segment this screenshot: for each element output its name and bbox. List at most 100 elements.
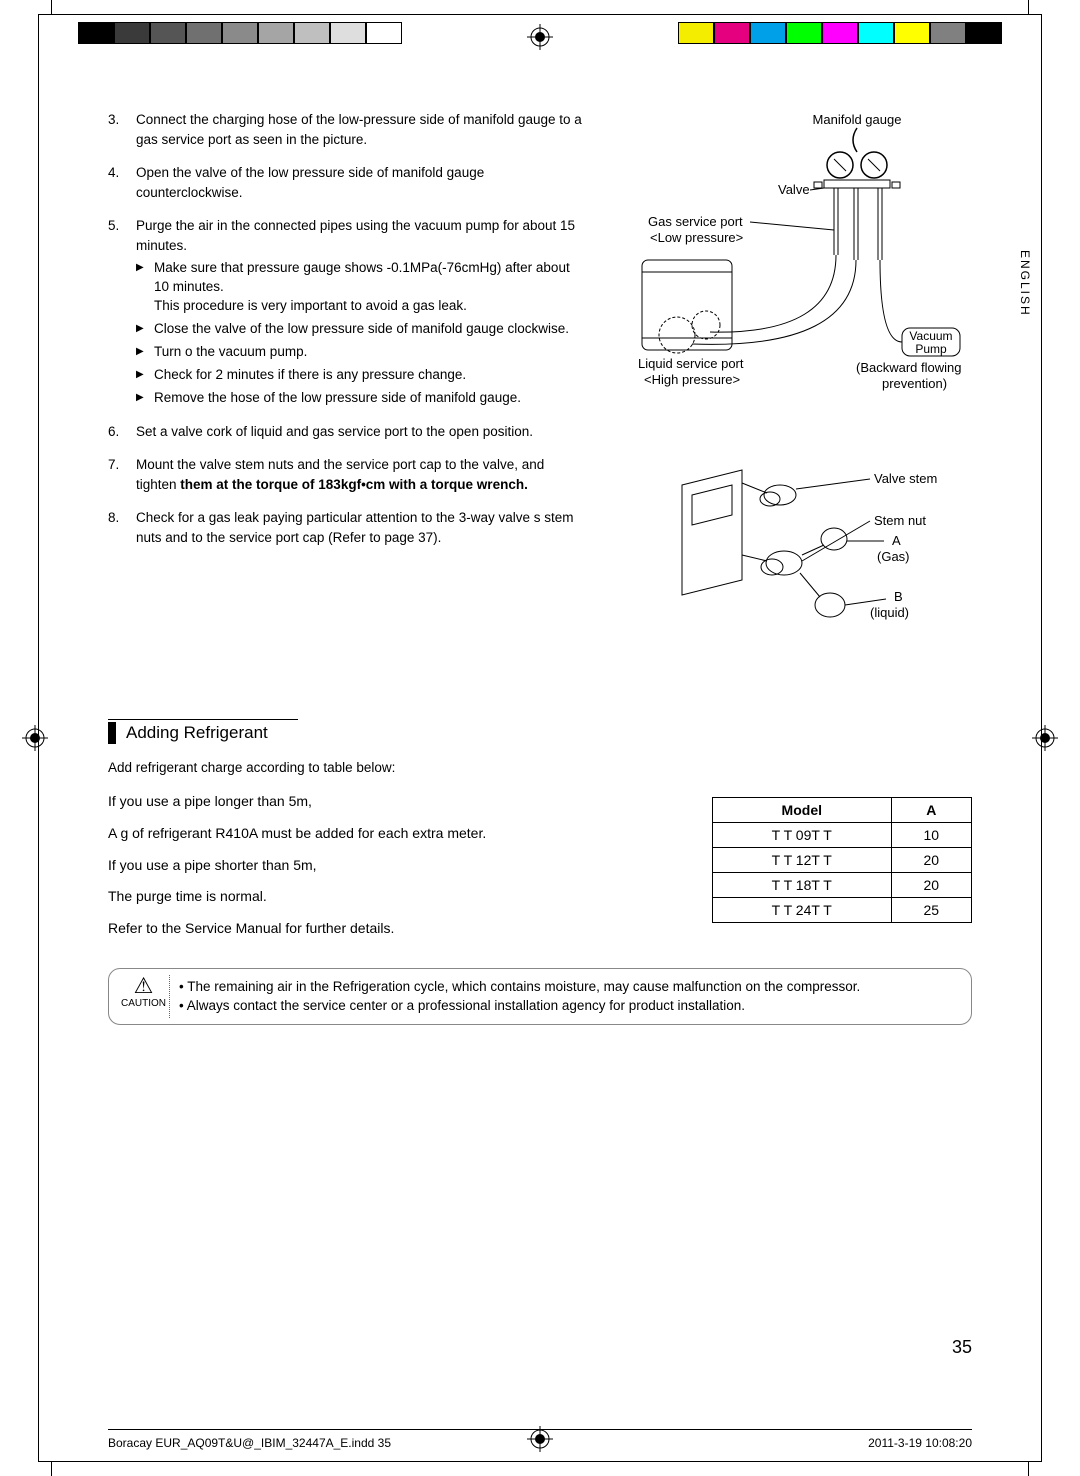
crop-tick bbox=[1028, 0, 1029, 14]
adding-refrigerant-text: If you use a pipe longer than 5m, A g of… bbox=[108, 791, 672, 949]
step-number: 6. bbox=[108, 422, 119, 442]
label-vacuum-pump-2: Pump bbox=[915, 342, 947, 356]
registration-mark-icon bbox=[1032, 725, 1058, 751]
swatch bbox=[150, 22, 186, 44]
step-number: 3. bbox=[108, 110, 119, 130]
footer-file: Boracay EUR_AQ09T&U@_IBIM_32447A_E.indd … bbox=[108, 1436, 391, 1450]
adding-p2: A g of refrigerant R410A must be added f… bbox=[108, 823, 672, 845]
label-valve: Valve bbox=[778, 182, 810, 197]
grayscale-swatches bbox=[78, 22, 402, 44]
table-row: T T 09T T10 bbox=[713, 823, 972, 848]
caution-item: The remaining air in the Refrigeration c… bbox=[179, 977, 959, 997]
crop-tick bbox=[1028, 1462, 1029, 1476]
caution-item: Always contact the service center or a p… bbox=[179, 996, 959, 1016]
label-b-sub: (liquid) bbox=[870, 605, 909, 620]
swatch bbox=[966, 22, 1002, 44]
table-row: T T 12T T20 bbox=[713, 848, 972, 873]
swatch bbox=[78, 22, 114, 44]
step-text: Connect the charging hose of the low-pre… bbox=[136, 112, 582, 147]
step-number: 5. bbox=[108, 216, 119, 236]
label-high-pressure: <High pressure> bbox=[644, 372, 740, 387]
swatch bbox=[894, 22, 930, 44]
swatch bbox=[258, 22, 294, 44]
crop-line-bottom bbox=[38, 1461, 1042, 1462]
label-backflow-1: (Backward flowing bbox=[856, 360, 962, 375]
substep: Close the valve of the low pressure side… bbox=[136, 320, 582, 339]
crop-tick bbox=[51, 1462, 52, 1476]
caution-box: ⚠ CAUTION The remaining air in the Refri… bbox=[108, 968, 972, 1025]
label-b: B bbox=[894, 589, 903, 604]
label-liquid-port: Liquid service port bbox=[638, 356, 744, 371]
swatch bbox=[786, 22, 822, 44]
footer-timestamp: 2011-3-19 10:08:20 bbox=[868, 1436, 972, 1450]
swatch bbox=[858, 22, 894, 44]
heading-bar-icon bbox=[108, 722, 116, 744]
heading-title: Adding Refrigerant bbox=[126, 723, 268, 743]
crop-line-top bbox=[38, 14, 1042, 15]
language-tab: ENGLISH bbox=[1018, 250, 1032, 317]
swatch bbox=[114, 22, 150, 44]
label-low-pressure: <Low pressure> bbox=[650, 230, 743, 245]
adding-intro: Add refrigerant charge according to tabl… bbox=[108, 760, 972, 775]
step-number: 7. bbox=[108, 455, 119, 475]
instruction-steps: 3. Connect the charging hose of the low-p… bbox=[108, 110, 582, 649]
step-number: 8. bbox=[108, 508, 119, 528]
adding-p3: If you use a pipe shorter than 5m, bbox=[108, 855, 672, 877]
step-number: 4. bbox=[108, 163, 119, 183]
page-number: 35 bbox=[952, 1337, 972, 1358]
substep: Remove the hose of the low pressure side… bbox=[136, 389, 582, 408]
step-text: Set a valve cork of liquid and gas servi… bbox=[136, 424, 533, 439]
swatch bbox=[930, 22, 966, 44]
label-manifold-gauge: Manifold gauge bbox=[813, 112, 902, 127]
table-row: T T 18T T20 bbox=[713, 873, 972, 898]
step-text: Purge the air in the connected pipes usi… bbox=[136, 218, 575, 253]
refrigerant-table: ModelA T T 09T T10 T T 12T T20 T T 18T T… bbox=[712, 797, 972, 923]
figure-valve-stem: Valve stem Stem nut A (Gas) B (liquid) bbox=[602, 455, 972, 650]
swatch bbox=[366, 22, 402, 44]
registration-mark-icon bbox=[22, 725, 48, 751]
swatch bbox=[750, 22, 786, 44]
swatch bbox=[222, 22, 258, 44]
substep: Check for 2 minutes if there is any pres… bbox=[136, 366, 582, 385]
label-vacuum-pump-1: Vacuum bbox=[909, 329, 952, 343]
swatch bbox=[294, 22, 330, 44]
label-backflow-2: prevention) bbox=[882, 376, 947, 391]
caution-icon: ⚠ CAUTION bbox=[121, 975, 166, 1012]
substep: Make sure that pressure gauge shows -0.1… bbox=[136, 259, 582, 316]
step-text: Open the valve of the low pressure side … bbox=[136, 165, 484, 200]
adding-p1: If you use a pipe longer than 5m, bbox=[108, 791, 672, 813]
label-stem-nut: Stem nut bbox=[874, 513, 926, 528]
step-8: 8. Check for a gas leak paying particular… bbox=[108, 508, 582, 547]
step-5: 5. Purge the air in the connected pipes u… bbox=[108, 216, 582, 407]
print-footer: Boracay EUR_AQ09T&U@_IBIM_32447A_E.indd … bbox=[108, 1429, 972, 1450]
registration-mark-icon bbox=[527, 24, 553, 50]
swatch bbox=[714, 22, 750, 44]
adding-p4: The purge time is normal. bbox=[108, 886, 672, 908]
swatch bbox=[186, 22, 222, 44]
label-gas-port: Gas service port bbox=[648, 214, 743, 229]
step-4: 4. Open the valve of the low pressure sid… bbox=[108, 163, 582, 202]
label-a: A bbox=[892, 533, 901, 548]
figure-manifold-gauge: Manifold gauge Valve bbox=[602, 110, 972, 415]
step-6: 6. Set a valve cork of liquid and gas ser… bbox=[108, 422, 582, 442]
table-row: T T 24T T25 bbox=[713, 898, 972, 923]
label-valve-stem: Valve stem bbox=[874, 471, 937, 486]
substep: Turn o the vacuum pump. bbox=[136, 343, 582, 362]
swatch bbox=[678, 22, 714, 44]
caution-separator bbox=[169, 975, 170, 1018]
step-text-bold: them at the torque of 183kgf•cm with a t… bbox=[180, 477, 528, 492]
adding-p5: Refer to the Service Manual for further … bbox=[108, 918, 672, 940]
swatch bbox=[330, 22, 366, 44]
swatch bbox=[822, 22, 858, 44]
page-content: ENGLISH 3.Connect the charging hose of t… bbox=[108, 110, 972, 1356]
crop-tick bbox=[51, 0, 52, 14]
section-heading-adding-refrigerant: Adding Refrigerant bbox=[108, 719, 298, 744]
th-a: A bbox=[891, 798, 971, 823]
warning-triangle-icon: ⚠ bbox=[121, 975, 166, 997]
step-3: 3. Connect the charging hose of the low-p… bbox=[108, 110, 582, 149]
caution-label: CAUTION bbox=[121, 997, 166, 1012]
step-text: Check for a gas leak paying particular a… bbox=[136, 510, 573, 545]
step-7: 7.Mount the valve stem nuts and the serv… bbox=[108, 455, 582, 494]
color-swatches bbox=[678, 22, 1002, 44]
label-a-sub: (Gas) bbox=[877, 549, 910, 564]
